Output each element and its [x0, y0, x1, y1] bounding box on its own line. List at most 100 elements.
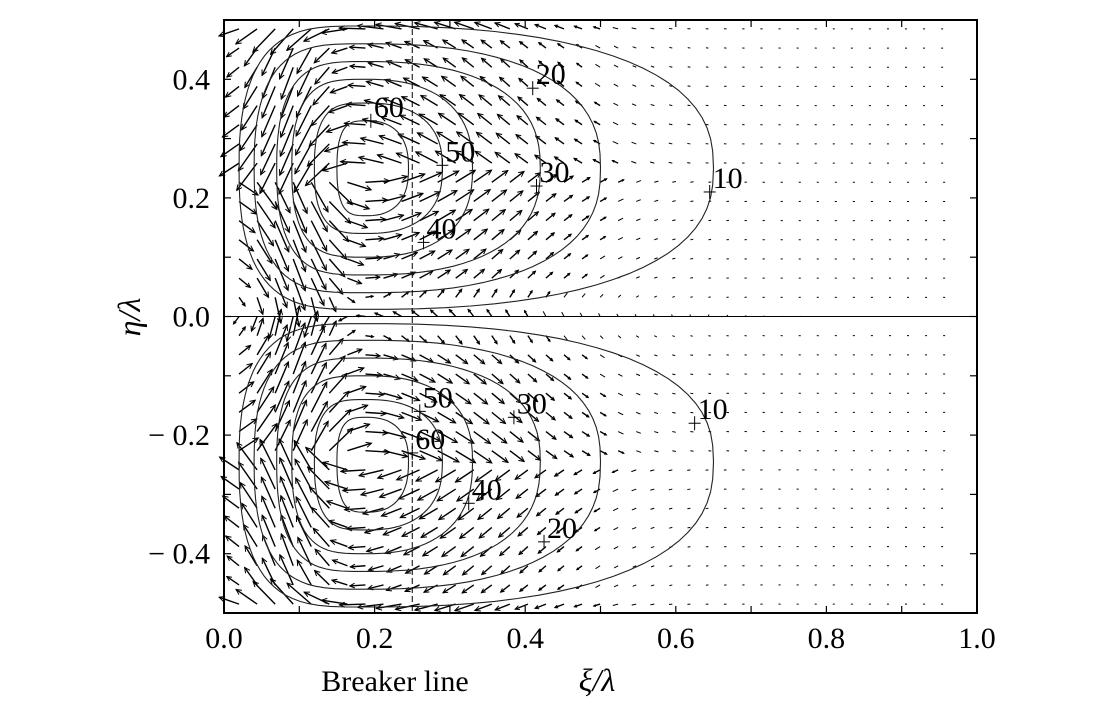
contour-marker [406, 445, 419, 460]
vector-arrow [581, 234, 590, 241]
vector-arrow [581, 293, 586, 298]
vector-arrow [613, 546, 619, 550]
vector-arrow [292, 360, 307, 394]
vector-arrow [274, 380, 290, 413]
vector-arrow [581, 430, 591, 437]
vector-arrow [545, 373, 555, 382]
vector-arrow [654, 373, 658, 376]
vector-arrow [668, 142, 673, 145]
vector-arrow [518, 40, 529, 49]
vector-arrow [612, 140, 619, 145]
vector-arrow [593, 526, 601, 532]
vector-arrow [260, 143, 276, 176]
vector-arrow [294, 458, 312, 490]
vector-arrow [423, 58, 439, 68]
vector-arrow [668, 469, 673, 472]
vector-arrow [636, 373, 641, 377]
vector-arrow [509, 430, 525, 443]
vector-arrow [612, 26, 619, 30]
vector-arrow [347, 404, 369, 414]
vector-arrow [631, 122, 637, 126]
vector-arrow [491, 354, 503, 365]
vector-arrow [690, 392, 694, 395]
vector-arrow [225, 47, 240, 58]
vector-arrow [365, 545, 384, 553]
vector-arrow [654, 411, 659, 415]
x-axis-title: ξ/λ [579, 662, 616, 698]
vector-arrow [499, 584, 511, 593]
vector-arrow [346, 296, 356, 304]
vector-arrow [347, 422, 371, 433]
vector-arrow [617, 335, 622, 339]
vector-arrow [397, 133, 420, 145]
contour-line-40 [291, 78, 474, 258]
vector-arrow [631, 103, 637, 107]
vector-arrow [401, 211, 423, 222]
vector-arrow [256, 404, 277, 432]
vector-arrow [527, 230, 539, 241]
vector-arrow [383, 174, 409, 183]
contour-label-40: 40 [472, 473, 502, 506]
vector-arrow [613, 45, 619, 49]
vector-arrow [310, 239, 327, 272]
vector-arrow [346, 329, 357, 337]
contour-marker [688, 416, 701, 431]
vector-arrow [292, 399, 308, 432]
vector-arrow [413, 603, 438, 612]
contour-marker [462, 496, 475, 511]
vector-arrow [477, 507, 493, 521]
vector-arrow [367, 565, 384, 572]
vector-arrow [690, 296, 693, 298]
vector-arrow [310, 201, 328, 233]
vector-arrow [312, 527, 330, 548]
vector-arrow [636, 276, 640, 279]
vector-arrow [274, 323, 289, 356]
vector-arrow [538, 565, 547, 573]
vector-arrow [279, 105, 294, 139]
vector-arrow [545, 271, 554, 279]
vector-arrow [293, 162, 312, 194]
x-tick-label: 1.0 [958, 622, 996, 655]
vector-arrow [494, 469, 511, 482]
vector-arrow [440, 546, 457, 558]
vector-arrow [631, 141, 637, 145]
vector-arrow [329, 85, 348, 94]
vector-arrow [581, 196, 591, 203]
contour-label-30: 30 [539, 156, 569, 189]
vector-arrow [636, 411, 641, 415]
vector-arrow [654, 238, 658, 241]
vector-arrow [613, 102, 619, 107]
vector-arrow [636, 180, 642, 183]
vector-arrow [421, 545, 439, 557]
vector-arrow [458, 93, 475, 107]
contour-label-20: 20 [536, 58, 566, 91]
vector-arrow [296, 559, 312, 586]
vector-arrow [256, 201, 276, 229]
vector-arrow [650, 507, 655, 510]
vector-arrow [599, 411, 607, 417]
vector-arrow [323, 480, 348, 490]
x-tick-label: 0.2 [356, 622, 394, 655]
contour-marker [538, 534, 551, 549]
vector-arrow [292, 379, 307, 413]
vector-arrow [563, 252, 572, 260]
vector-arrow [545, 392, 556, 402]
vector-arrow [593, 120, 601, 126]
vector-arrow [473, 450, 493, 464]
vector-arrow [598, 313, 601, 317]
vector-arrow [599, 235, 607, 241]
vector-arrow [419, 230, 438, 241]
vector-arrow [491, 411, 507, 425]
vector-arrow [341, 487, 366, 494]
vector-arrow [347, 348, 363, 356]
vector-arrow [499, 40, 511, 49]
vector-arrow [516, 507, 529, 518]
vector-arrow [563, 175, 575, 183]
contour-marker [436, 158, 449, 173]
vector-arrow [461, 57, 475, 68]
vector-arrow [538, 60, 547, 68]
vector-arrow [434, 469, 457, 483]
vector-arrow [599, 294, 604, 298]
vector-arrow [617, 392, 624, 397]
y-tick-label: 0.4 [173, 63, 211, 96]
